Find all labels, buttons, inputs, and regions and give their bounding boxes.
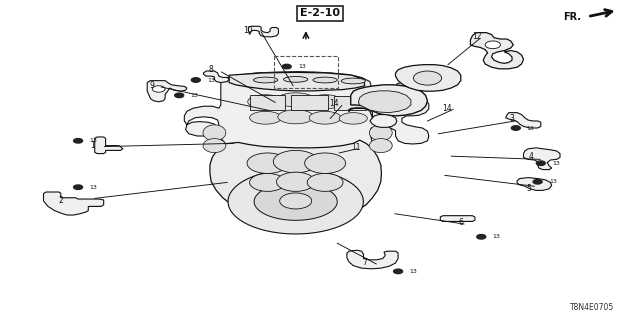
Polygon shape (184, 72, 429, 157)
Polygon shape (369, 125, 392, 141)
Polygon shape (250, 111, 282, 124)
Circle shape (282, 64, 291, 69)
Text: 5: 5 (526, 184, 531, 193)
Text: 8: 8 (209, 65, 214, 74)
Polygon shape (229, 72, 365, 91)
Text: FR.: FR. (563, 12, 581, 22)
Polygon shape (95, 137, 123, 154)
Circle shape (280, 193, 312, 209)
Text: 13: 13 (410, 269, 417, 274)
Polygon shape (358, 91, 411, 113)
Polygon shape (351, 85, 428, 116)
Text: 13: 13 (298, 64, 306, 69)
Polygon shape (470, 33, 524, 69)
Polygon shape (204, 71, 229, 83)
Polygon shape (248, 26, 278, 37)
Polygon shape (339, 113, 367, 124)
Text: 12: 12 (473, 32, 482, 41)
Bar (334, 96, 366, 110)
Text: 13: 13 (526, 125, 534, 131)
Text: 13: 13 (493, 234, 500, 239)
Text: T8N4E0705: T8N4E0705 (570, 303, 614, 312)
Ellipse shape (313, 77, 337, 83)
Polygon shape (506, 113, 541, 128)
Polygon shape (44, 192, 104, 215)
Polygon shape (396, 65, 461, 91)
Text: 6: 6 (458, 218, 463, 227)
Circle shape (273, 150, 318, 173)
Circle shape (307, 173, 343, 191)
Polygon shape (369, 139, 392, 153)
Bar (291, 95, 328, 110)
Ellipse shape (253, 77, 278, 83)
Polygon shape (210, 140, 381, 221)
Circle shape (247, 153, 288, 173)
Polygon shape (337, 97, 369, 109)
Polygon shape (248, 95, 284, 109)
Circle shape (485, 41, 500, 49)
Circle shape (152, 86, 165, 92)
Text: E-2-10: E-2-10 (300, 8, 340, 19)
Circle shape (394, 269, 403, 274)
Ellipse shape (341, 78, 365, 84)
Circle shape (74, 139, 83, 143)
Polygon shape (517, 178, 552, 190)
Bar (250, 95, 285, 110)
Text: 9: 9 (149, 81, 154, 90)
Text: 1: 1 (90, 141, 95, 150)
Polygon shape (524, 148, 560, 170)
Text: 4: 4 (529, 152, 534, 161)
Circle shape (250, 173, 285, 191)
Text: 11: 11 (351, 143, 360, 152)
Text: 7: 7 (362, 258, 367, 267)
Text: 14: 14 (329, 100, 339, 108)
Polygon shape (278, 110, 314, 124)
Polygon shape (347, 250, 398, 269)
Circle shape (511, 126, 520, 130)
Circle shape (74, 185, 83, 189)
Polygon shape (147, 81, 187, 102)
Text: 14: 14 (442, 104, 452, 113)
Circle shape (276, 172, 315, 191)
Text: 13: 13 (191, 93, 198, 98)
Polygon shape (276, 93, 315, 107)
Polygon shape (440, 216, 475, 221)
Text: 3: 3 (509, 114, 515, 123)
Circle shape (191, 78, 200, 82)
Text: 13: 13 (90, 138, 97, 143)
Text: 13: 13 (549, 179, 557, 184)
Polygon shape (309, 111, 341, 124)
Polygon shape (349, 108, 397, 127)
Polygon shape (228, 169, 364, 234)
Text: 10: 10 (243, 26, 253, 35)
Circle shape (536, 161, 545, 165)
Polygon shape (203, 139, 226, 153)
Circle shape (413, 71, 442, 85)
Circle shape (477, 235, 486, 239)
Ellipse shape (284, 76, 308, 82)
Text: 13: 13 (552, 161, 560, 166)
Text: 13: 13 (90, 185, 97, 190)
Polygon shape (254, 183, 337, 220)
Circle shape (533, 180, 542, 184)
Text: 13: 13 (207, 77, 215, 83)
Polygon shape (203, 125, 226, 141)
Text: 2: 2 (58, 196, 63, 205)
Polygon shape (307, 95, 343, 109)
Circle shape (305, 153, 346, 173)
Circle shape (175, 93, 184, 98)
